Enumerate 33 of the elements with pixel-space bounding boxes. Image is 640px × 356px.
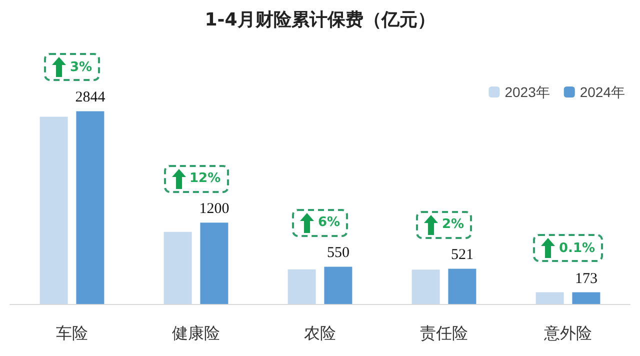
annotation: 3% [70, 60, 92, 75]
dashed-box: 2% [416, 210, 472, 239]
bar [76, 111, 104, 304]
bar [536, 292, 564, 304]
dashed-box: 6% [292, 208, 348, 237]
dashed-box: 3% [44, 53, 100, 82]
annotation: 12% [190, 171, 221, 186]
bar [324, 266, 352, 304]
annotation: 6% [318, 215, 340, 230]
dashed-box: 0.1% [533, 234, 604, 262]
annotation: 0.1% [559, 240, 596, 256]
data-label: 521 [450, 247, 474, 264]
data-label: 550 [326, 245, 350, 262]
bar [164, 232, 192, 304]
bar [412, 270, 440, 304]
x-tick-label: 责任险 [420, 324, 468, 342]
bar [288, 269, 316, 304]
x-tick-label: 车险 [56, 324, 88, 342]
x-tick-label: 意外险 [543, 324, 592, 342]
chart-title: 1-4月财险累计保费（亿元） [204, 10, 436, 30]
bar [200, 222, 228, 304]
x-tick-label: 健康险 [172, 324, 220, 342]
data-label: 2844 [75, 90, 106, 106]
annotation: 2% [442, 217, 464, 232]
legend-label: 2024年 [580, 84, 626, 100]
data-label: 1200 [199, 201, 230, 218]
x-tick-label: 农险 [304, 326, 336, 342]
bar [40, 116, 68, 304]
dashed-box: 12% [164, 164, 229, 193]
data-label: 173 [574, 270, 598, 287]
bar [448, 268, 476, 304]
bar [572, 292, 600, 304]
legend-label: 2023年 [504, 84, 550, 100]
